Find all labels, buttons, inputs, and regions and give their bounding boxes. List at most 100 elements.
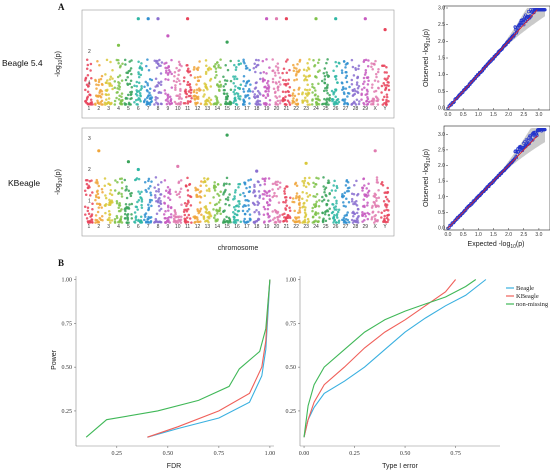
snp-point xyxy=(205,98,209,101)
reference-line xyxy=(447,135,538,229)
snp-point xyxy=(294,196,298,200)
snp-point xyxy=(129,67,133,70)
snp-point xyxy=(283,192,287,195)
snp-point xyxy=(123,58,127,62)
qq-point xyxy=(461,90,465,94)
snp-point xyxy=(239,220,243,223)
snp-point xyxy=(385,100,388,103)
snp-point xyxy=(184,90,187,93)
snp-point xyxy=(361,189,364,192)
snp-point xyxy=(123,178,127,182)
snp-point xyxy=(248,97,251,100)
snp-point xyxy=(174,84,177,87)
snp-point xyxy=(198,60,201,63)
snp-point xyxy=(121,62,124,66)
qq-point xyxy=(523,140,527,144)
qq-plot-beagle: Observed -log10(p) 0.0 0.5 1.0 1.5 2.0 2.5 3.0… xyxy=(423,6,550,118)
snp-point xyxy=(137,89,141,93)
x-tick-label: 22 xyxy=(293,106,299,112)
snp-point xyxy=(334,75,337,79)
y-tick-label: 0.25 xyxy=(286,409,297,415)
snp-point xyxy=(233,77,236,81)
snp-point xyxy=(214,67,218,70)
x-tick-label: 0.75 xyxy=(450,451,461,457)
snp-point xyxy=(168,198,172,202)
snp-point xyxy=(199,184,202,187)
snp-point xyxy=(232,101,235,104)
snp-point xyxy=(285,220,289,223)
snp-point xyxy=(199,196,203,199)
snp-point xyxy=(237,182,240,186)
snp-point xyxy=(196,218,199,221)
snp-point xyxy=(337,219,341,222)
snp-point xyxy=(196,97,200,100)
snp-point xyxy=(336,210,340,214)
snp-point xyxy=(342,194,346,198)
x-tick-label: 8 xyxy=(157,224,160,230)
snp-point xyxy=(372,100,375,104)
snp-point xyxy=(106,218,110,221)
snp-point xyxy=(343,220,346,223)
snp-point xyxy=(95,190,99,194)
snp-point xyxy=(96,59,99,63)
y-tick-label: 1.5 xyxy=(438,179,445,185)
snp-point xyxy=(363,212,366,216)
snp-point xyxy=(317,204,321,208)
snp-point xyxy=(363,219,366,222)
snp-point xyxy=(189,100,192,103)
x-tick-label: 3 xyxy=(107,224,110,230)
snp-point xyxy=(237,63,241,66)
snp-point xyxy=(159,102,163,105)
snp-point xyxy=(111,87,114,91)
snp-point xyxy=(298,86,301,90)
snp-point xyxy=(303,208,307,212)
snp-point xyxy=(298,206,302,210)
qq-point xyxy=(532,130,536,135)
snp-point xyxy=(255,169,259,173)
snp-point xyxy=(386,198,389,201)
snp-point xyxy=(116,43,121,47)
snp-point xyxy=(325,61,328,65)
snp-point xyxy=(276,216,279,219)
snp-point xyxy=(203,205,206,209)
snp-point xyxy=(303,211,307,214)
snp-point xyxy=(243,212,247,216)
x-tick-label: 0.25 xyxy=(349,451,360,457)
snp-point xyxy=(95,195,98,199)
snp-point xyxy=(96,101,100,105)
snp-point xyxy=(155,199,158,203)
snp-point xyxy=(328,217,331,221)
snp-point xyxy=(343,191,347,194)
snp-point xyxy=(178,79,181,82)
snp-point xyxy=(363,80,366,83)
snp-point xyxy=(156,59,159,63)
snp-point xyxy=(243,217,246,221)
snp-point xyxy=(182,210,186,214)
snp-point xyxy=(117,58,120,62)
snp-point xyxy=(278,181,282,184)
snp-point xyxy=(253,96,257,100)
snp-point xyxy=(233,63,236,67)
qq-point xyxy=(531,138,535,142)
snp-point xyxy=(383,209,386,213)
snp-point xyxy=(327,74,331,78)
snp-point xyxy=(184,208,188,212)
snp-point xyxy=(325,99,328,102)
snp-point xyxy=(323,188,327,191)
x-tick-label: 17 xyxy=(244,106,250,112)
snp-point xyxy=(185,95,188,99)
snp-point xyxy=(118,204,122,207)
snp-point xyxy=(185,216,189,219)
manhattan-points xyxy=(83,133,391,224)
y-tick-label: 1 xyxy=(88,80,91,86)
snp-point xyxy=(177,97,181,100)
snp-point xyxy=(302,184,306,187)
snp-point xyxy=(298,211,302,214)
snp-point xyxy=(288,209,292,212)
snp-point xyxy=(345,197,348,200)
snp-point xyxy=(124,63,127,66)
snp-point xyxy=(248,190,252,193)
snp-point xyxy=(208,189,211,193)
snp-point xyxy=(383,84,387,87)
snp-point xyxy=(188,195,192,198)
